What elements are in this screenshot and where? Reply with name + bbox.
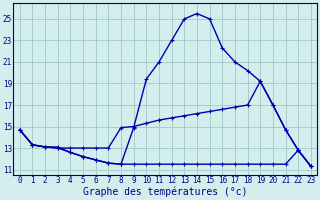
- X-axis label: Graphe des températures (°c): Graphe des températures (°c): [83, 187, 248, 197]
